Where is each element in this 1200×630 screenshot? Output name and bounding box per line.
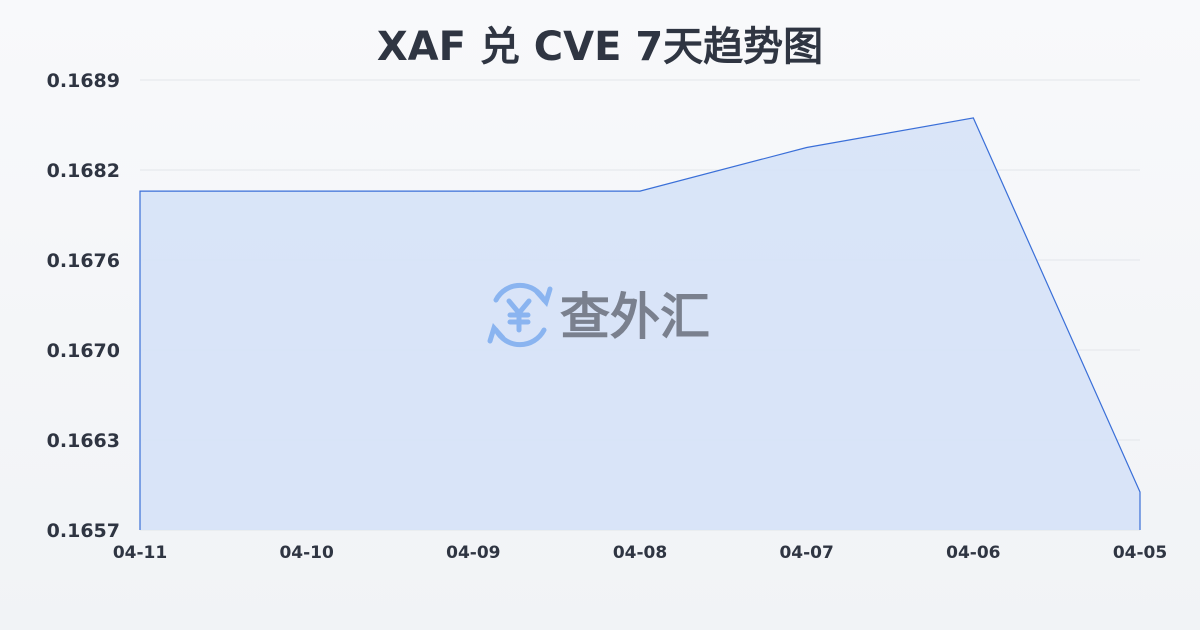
y-axis: 0.1657 0.1663 0.1670 0.1676 0.1682 0.1689: [47, 70, 120, 542]
x-tick-label: 04-10: [279, 543, 334, 563]
x-tick-label: 04-06: [946, 543, 1000, 563]
x-tick-label: 04-11: [113, 543, 167, 563]
data-point: [306, 190, 308, 192]
chart-title: XAF 兑 CVE 7天趋势图: [377, 24, 823, 70]
watermark: 查外汇: [487, 282, 710, 348]
y-tick-label: 0.1689: [47, 70, 120, 92]
area-fill: [140, 117, 1140, 530]
data-point: [972, 117, 974, 119]
series: [139, 117, 1141, 530]
y-tick-label: 0.1676: [47, 250, 120, 272]
data-point: [139, 190, 141, 192]
yen-exchange-icon: [487, 282, 553, 348]
y-tick-label: 0.1682: [47, 160, 120, 182]
data-point: [806, 147, 808, 148]
x-tick-label: 04-07: [779, 543, 833, 563]
x-tick-label: 04-05: [1113, 543, 1167, 563]
y-tick-label: 0.1663: [47, 430, 120, 452]
y-tick-label: 0.1670: [47, 340, 120, 362]
x-axis: 04-11 04-10 04-09 04-08 04-07 04-06 04-05: [113, 543, 1167, 563]
x-tick-label: 04-09: [446, 543, 500, 563]
data-point: [1139, 491, 1141, 493]
data-point: [472, 190, 474, 192]
x-tick-label: 04-08: [613, 543, 667, 563]
watermark-text: 查外汇: [560, 288, 710, 346]
data-point: [639, 190, 641, 192]
y-tick-label: 0.1657: [47, 520, 120, 542]
